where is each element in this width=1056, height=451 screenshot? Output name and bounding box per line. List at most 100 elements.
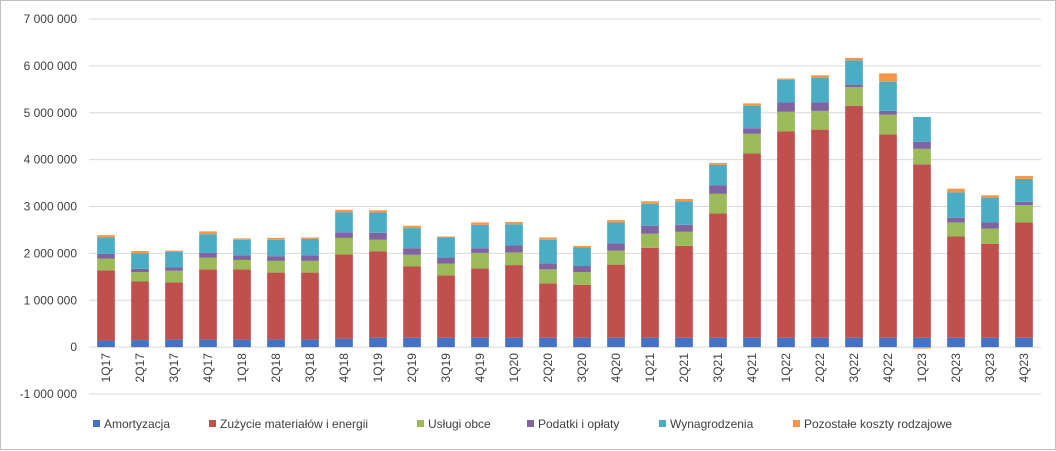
bar-segment — [369, 239, 387, 252]
bar-segment — [675, 337, 693, 348]
bar-segment — [1015, 222, 1033, 338]
x-tick-label: 2Q17 — [133, 353, 147, 383]
bar-segment — [335, 209, 353, 213]
x-tick-label: 1Q18 — [235, 353, 249, 383]
bar-segment — [777, 337, 795, 348]
y-tick-label: 3 000 000 — [24, 200, 78, 214]
bar-segment — [403, 337, 421, 348]
legend-swatch — [793, 420, 800, 427]
y-tick-label: 4 000 000 — [24, 153, 78, 167]
bar-segment — [1015, 176, 1033, 179]
bar-segment — [607, 250, 625, 265]
bar-segment — [505, 265, 523, 338]
bar-segment — [233, 259, 251, 270]
bar-segment — [233, 339, 251, 348]
x-tick-label: 3Q19 — [439, 353, 453, 383]
legend-swatch — [659, 420, 666, 427]
bar-segment — [199, 257, 217, 270]
bar-segment — [437, 236, 455, 238]
bar-segment — [913, 337, 931, 348]
bar-segment — [811, 102, 829, 111]
bar-segment — [165, 282, 183, 340]
bar-segment — [845, 86, 863, 106]
bar-segment — [131, 251, 149, 254]
x-tick-label: 4Q22 — [881, 353, 895, 383]
bar-segment — [335, 254, 353, 339]
legend-swatch — [527, 420, 534, 427]
x-tick-label: 2Q22 — [813, 353, 827, 383]
bar-segment — [505, 224, 523, 246]
bar-segment — [675, 199, 693, 202]
bars — [97, 57, 1033, 349]
bar-segment — [845, 84, 863, 87]
bar-segment — [1015, 205, 1033, 223]
x-tick-label: 4Q17 — [201, 353, 215, 383]
bar-segment — [981, 197, 999, 223]
y-tick-label: 0 — [70, 340, 77, 354]
bar-segment — [335, 212, 353, 233]
bar-segment — [811, 75, 829, 78]
bar-segment — [471, 224, 489, 249]
bar-segment — [777, 79, 795, 103]
bar-segment — [437, 263, 455, 276]
bar-segment — [471, 268, 489, 338]
bar-segment — [539, 263, 557, 270]
x-tick-label: 2Q21 — [677, 353, 691, 383]
bar-segment — [131, 340, 149, 348]
x-tick-label: 4Q18 — [337, 353, 351, 383]
bar-segment — [369, 212, 387, 233]
bar-segment — [131, 253, 149, 269]
x-tick-label: 1Q21 — [643, 353, 657, 383]
bar-segment — [301, 237, 319, 239]
bar-segment — [947, 236, 965, 338]
bar-segment — [811, 129, 829, 338]
bar-segment — [437, 337, 455, 348]
x-tick-label: 4Q21 — [745, 353, 759, 383]
y-tick-label: 2 000 000 — [24, 246, 78, 260]
bar-segment — [97, 270, 115, 341]
bar-segment — [913, 347, 931, 349]
bar-segment — [573, 245, 591, 248]
x-tick-label: 2Q20 — [541, 353, 555, 383]
legend-label: Pozostałe koszty rodzajowe — [804, 417, 952, 431]
bar-segment — [947, 222, 965, 237]
bar-segment — [981, 228, 999, 244]
bar-segment — [505, 337, 523, 348]
x-tick-label: 1Q17 — [99, 353, 113, 383]
bar-segment — [845, 337, 863, 348]
x-tick-label: 2Q23 — [949, 353, 963, 383]
bar-segment — [403, 225, 421, 229]
bar-segment — [743, 153, 761, 338]
x-tick-label: 4Q23 — [1017, 353, 1031, 383]
bar-segment — [369, 232, 387, 240]
bar-segment — [267, 256, 285, 261]
bar-segment — [743, 128, 761, 134]
bar-segment — [641, 201, 659, 204]
legend-label: Amortyzacja — [104, 417, 170, 431]
bar-segment — [709, 213, 727, 338]
bar-segment — [267, 260, 285, 273]
bar-segment — [233, 269, 251, 340]
bar-segment — [675, 224, 693, 232]
bar-segment — [607, 337, 625, 348]
bar-segment — [607, 243, 625, 251]
x-tick-label: 1Q23 — [915, 353, 929, 383]
bar-segment — [301, 339, 319, 348]
bar-segment — [1015, 201, 1033, 206]
bar-segment — [267, 239, 285, 257]
bar-segment — [845, 57, 863, 61]
bar-segment — [675, 231, 693, 246]
x-axis-ticks: 1Q17 2Q17 3Q17 4Q17 1Q18 2Q18 3Q18 4Q18 1Q19 2Q19… — [99, 353, 1031, 383]
bar-segment — [471, 222, 489, 225]
legend-swatch — [93, 420, 100, 427]
bar-segment — [335, 237, 353, 255]
bar-segment — [97, 340, 115, 348]
bar-segment — [879, 134, 897, 338]
bar-segment — [471, 337, 489, 348]
bar-segment — [709, 185, 727, 194]
bar-segment — [573, 284, 591, 338]
bar-segment — [301, 255, 319, 261]
x-tick-label: 2Q18 — [269, 353, 283, 383]
y-tick-label: -1 000 000 — [20, 387, 78, 401]
